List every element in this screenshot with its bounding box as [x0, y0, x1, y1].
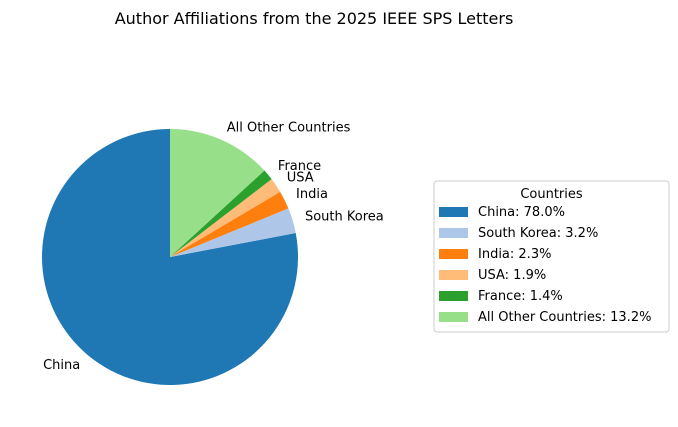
slice-label-china: China — [43, 358, 80, 373]
legend: Countries China: 78.0% South Korea: 3.2% I… — [433, 180, 670, 333]
legend-swatch-china — [439, 207, 468, 217]
pie-slice-south-korea — [170, 208, 296, 257]
legend-title: Countries — [520, 187, 583, 202]
pie-slice-all-other-countries — [170, 129, 265, 257]
legend-entry-france: France: 1.4% — [478, 289, 563, 304]
legend-entry-usa: USA: 1.9% — [478, 268, 546, 283]
legend-entry-all-other-countries: All Other Countries: 13.2% — [478, 310, 651, 325]
legend-swatch-all-other-countries — [439, 312, 468, 322]
slice-label-france: France — [278, 159, 321, 174]
legend-entry-south-korea: South Korea: 3.2% — [478, 226, 598, 241]
legend-items: China: 78.0% South Korea: 3.2% India: 2.3%… — [439, 205, 651, 325]
legend-entry-china: China: 78.0% — [478, 205, 565, 220]
legend-swatch-south-korea — [439, 228, 468, 238]
legend-swatch-france — [439, 291, 468, 301]
slice-label-india: India — [296, 187, 328, 202]
slice-label-south-korea: South Korea — [305, 209, 384, 224]
legend-frame — [433, 180, 670, 333]
pie-area — [41, 129, 298, 386]
slice-label-all-other-countries: All Other Countries — [227, 121, 351, 136]
pie-slice-france — [170, 170, 272, 257]
pie-slice-india — [170, 191, 289, 257]
slice-label-usa: USA — [287, 171, 314, 186]
legend-swatch-usa — [439, 270, 468, 280]
legend-swatch-india — [439, 249, 468, 259]
chart-title: Author Affiliations from the 2025 IEEE S… — [115, 9, 514, 28]
legend-entry-india: India: 2.3% — [478, 247, 551, 262]
pie-slice-usa — [170, 179, 281, 257]
